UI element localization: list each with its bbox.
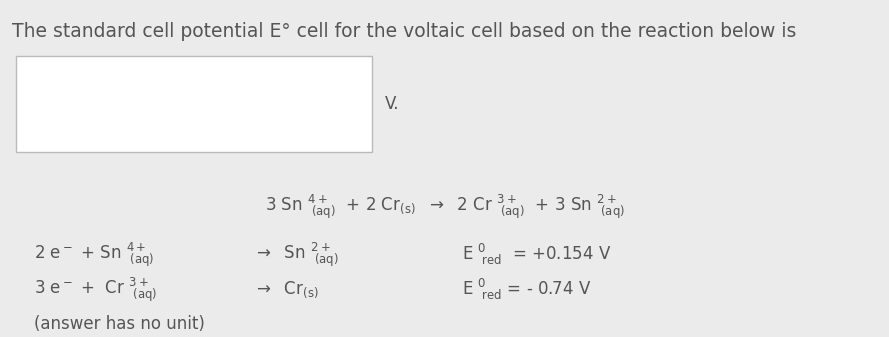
Text: V.: V.: [385, 95, 399, 113]
Text: 2 e$\mathregular{^-}$ + Sn $^{4+}_{\ \mathrm{(aq)}}$: 2 e$\mathregular{^-}$ + Sn $^{4+}_{\ \ma…: [34, 240, 154, 269]
Text: E $^{0}_{\ \mathrm{red}}$  = +0.154 V: E $^{0}_{\ \mathrm{red}}$ = +0.154 V: [462, 242, 612, 267]
Text: E $^{0}_{\ \mathrm{red}}$ = - 0.74 V: E $^{0}_{\ \mathrm{red}}$ = - 0.74 V: [462, 277, 592, 302]
Text: 3 e$\mathregular{^-}$ +  Cr $^{3+}_{\ \mathrm{(aq)}}$: 3 e$\mathregular{^-}$ + Cr $^{3+}_{\ \ma…: [34, 276, 156, 304]
Text: $\rightarrow$  Sn $^{2+}_{\ \mathrm{(aq)}}$: $\rightarrow$ Sn $^{2+}_{\ \mathrm{(aq)}…: [253, 240, 340, 269]
Text: $\rightarrow$  Cr$_{\mathrm{(s)}}$: $\rightarrow$ Cr$_{\mathrm{(s)}}$: [253, 279, 319, 300]
Text: The standard cell potential E° cell for the voltaic cell based on the reaction b: The standard cell potential E° cell for …: [12, 22, 796, 41]
Text: (answer has no unit): (answer has no unit): [34, 314, 204, 333]
Text: 3 Sn $^{4+}_{\ \mathrm{(aq)}}$  + 2 Cr$_{\mathrm{(s)}}$  $\rightarrow$  2 Cr $^{: 3 Sn $^{4+}_{\ \mathrm{(aq)}}$ + 2 Cr$_{…: [265, 193, 624, 221]
FancyBboxPatch shape: [16, 56, 372, 152]
